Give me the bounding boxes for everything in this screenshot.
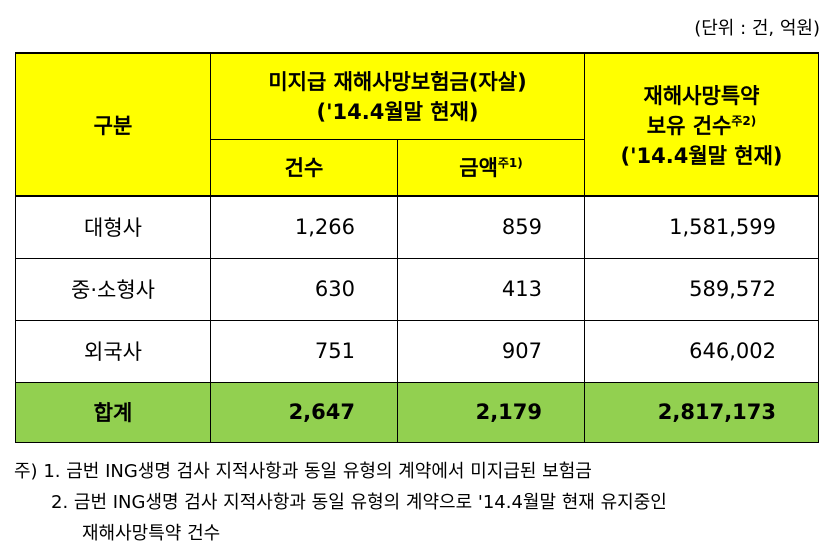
- row-holdings: 589,572: [584, 257, 820, 321]
- header-group2-sub: 보유 건수주2): [585, 110, 818, 140]
- unit-label: (단위 : 건, 억원): [694, 18, 820, 39]
- header-count: 건수: [210, 138, 398, 197]
- row-holdings: 1,581,599: [584, 195, 820, 259]
- row-count: 630: [210, 257, 398, 321]
- table-row: 외국사 751 907 646,002: [15, 319, 820, 383]
- table-row: 중·소형사 630 413 589,572: [15, 257, 820, 321]
- row-label: 중·소형사: [15, 257, 211, 321]
- row-label: 대형사: [15, 195, 211, 259]
- row-amount: 859: [396, 195, 586, 259]
- header-amount-note: 주1): [497, 156, 523, 171]
- total-count: 2,647: [210, 381, 398, 443]
- header-amount: 금액주1): [396, 138, 586, 197]
- total-holdings: 2,817,173: [584, 381, 820, 443]
- header-group2-date: ('14.4월말 현재): [620, 143, 783, 168]
- header-group1: 미지급 재해사망보험금(자살) ('14.4월말 현재): [209, 52, 586, 140]
- insurance-table: 구분 미지급 재해사망보험금(자살) ('14.4월말 현재) 재해사망특약 보…: [15, 52, 820, 443]
- row-count: 1,266: [210, 195, 398, 259]
- header-group1-date: ('14.4월말 현재): [316, 100, 479, 125]
- header-group2-title: 재해사망특약: [643, 83, 760, 108]
- header-amount-label: 금액: [459, 156, 498, 181]
- header-category: 구분: [15, 52, 211, 197]
- footnote-2: 2. 금번 ING생명 검사 지적사항과 동일 유형의 계약으로 '14.4월말…: [51, 492, 667, 513]
- header-group2-label: 보유 건수: [646, 113, 732, 138]
- footnote-2-continued: 재해사망특약 건수: [82, 523, 221, 544]
- footnotes: 주) 1. 금번 ING생명 검사 지적사항과 동일 유형의 계약에서 미지급된…: [14, 456, 824, 549]
- footnote-1: 주) 1. 금번 ING생명 검사 지적사항과 동일 유형의 계약에서 미지급된…: [14, 456, 824, 487]
- footnote-prefix: 주): [14, 461, 38, 482]
- total-label: 합계: [15, 381, 211, 443]
- row-count: 751: [210, 319, 398, 383]
- row-amount: 413: [396, 257, 586, 321]
- footnote-1-text: 1. 금번 ING생명 검사 지적사항과 동일 유형의 계약에서 미지급된 보험…: [43, 461, 592, 482]
- total-amount: 2,179: [396, 381, 586, 443]
- header-group2: 재해사망특약 보유 건수주2) ('14.4월말 현재): [584, 52, 820, 197]
- row-amount: 907: [396, 319, 586, 383]
- table-row: 대형사 1,266 859 1,581,599: [15, 195, 820, 259]
- row-holdings: 646,002: [584, 319, 820, 383]
- row-label: 외국사: [15, 319, 211, 383]
- header-group2-note: 주2): [731, 113, 757, 128]
- total-row: 합계 2,647 2,179 2,817,173: [15, 381, 820, 443]
- header-group1-title: 미지급 재해사망보험금(자살): [268, 70, 527, 95]
